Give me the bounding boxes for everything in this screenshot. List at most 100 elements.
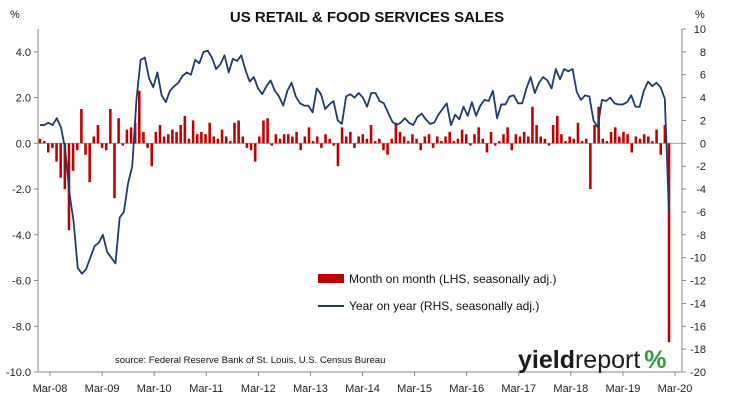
- x-tick-label: Mar-18: [553, 383, 588, 395]
- source-note: source: Federal Reserve Bank of St. Loui…: [115, 355, 385, 366]
- mom-bar: [278, 138, 282, 144]
- mom-bar: [373, 141, 377, 144]
- right-tick-label: -16: [690, 321, 706, 333]
- mom-bar: [485, 143, 489, 153]
- x-tick-label: Mar-17: [501, 383, 536, 395]
- mom-bar: [622, 131, 625, 144]
- mom-bar: [638, 138, 642, 144]
- mom-bar: [353, 143, 356, 148]
- mom-bar: [473, 134, 476, 144]
- mom-bar: [175, 131, 178, 144]
- mom-bar: [299, 143, 302, 151]
- x-tick-label: Mar-10: [137, 383, 172, 395]
- mom-bar: [365, 138, 369, 144]
- mom-bar: [208, 122, 211, 144]
- mom-bar: [642, 134, 646, 144]
- mom-bar: [647, 136, 650, 144]
- mom-bar: [464, 134, 468, 144]
- mom-bar: [270, 143, 274, 146]
- mom-bar: [407, 141, 410, 144]
- mom-bar: [46, 143, 50, 153]
- mom-bar: [88, 143, 91, 183]
- mom-bar: [551, 125, 555, 144]
- mom-bar: [510, 143, 514, 151]
- mom-bar: [282, 134, 286, 144]
- mom-bar: [295, 131, 298, 144]
- mom-bar: [229, 141, 232, 144]
- left-tick-label: -8.0: [12, 321, 31, 333]
- x-tick-label: Mar-13: [293, 383, 328, 395]
- mom-bar: [402, 136, 406, 144]
- right-tick-label: 6: [700, 70, 706, 82]
- mom-bar: [493, 143, 497, 146]
- mom-bar: [216, 138, 220, 144]
- mom-bar: [104, 143, 108, 151]
- mom-bar: [535, 125, 538, 144]
- mom-bar: [100, 143, 104, 148]
- right-tick-label: -6: [696, 207, 706, 219]
- x-tick-label: Mar-19: [605, 383, 640, 395]
- mom-bar: [59, 143, 62, 178]
- mom-bar: [332, 143, 336, 146]
- x-tick-label: Mar-09: [85, 383, 120, 395]
- mom-bar: [237, 120, 240, 144]
- mom-bar: [121, 143, 125, 146]
- mom-bar: [340, 127, 344, 144]
- axes-group: [37, 29, 683, 373]
- mom-bar: [547, 143, 551, 146]
- right-tick-label: -12: [690, 276, 706, 288]
- mom-bar: [84, 143, 87, 155]
- mom-bar: [564, 141, 567, 144]
- mom-bar: [543, 138, 547, 144]
- mom-bar: [171, 129, 174, 144]
- mom-bar: [179, 125, 182, 144]
- mom-bar: [398, 131, 402, 144]
- mom-bar: [274, 134, 278, 144]
- mom-bar: [605, 141, 609, 144]
- mom-bar: [572, 138, 576, 144]
- mom-bar: [262, 120, 265, 144]
- mom-bar: [357, 136, 360, 144]
- mom-bar: [663, 125, 667, 144]
- mom-bar: [626, 134, 629, 144]
- x-tick-label: Mar-08: [33, 383, 68, 395]
- left-tick-label: 4.0: [16, 47, 31, 59]
- mom-bar: [560, 134, 563, 144]
- mom-bar: [142, 131, 145, 144]
- mom-bar: [618, 136, 621, 144]
- right-tick-label: -2: [696, 161, 706, 173]
- mom-bar: [96, 125, 100, 144]
- mom-bar: [75, 143, 79, 151]
- mom-bar: [187, 138, 191, 144]
- left-tick-label: -10.0: [6, 367, 31, 379]
- legend-line-label: Year on year (RHS, seasonally adj.): [349, 299, 539, 313]
- mom-bar: [568, 136, 571, 144]
- x-tick-label: Mar-12: [241, 383, 276, 395]
- mom-bar: [38, 138, 42, 144]
- right-tick-label: -20: [690, 367, 706, 379]
- mom-bar: [320, 143, 323, 148]
- mom-bar: [113, 143, 116, 199]
- mom-bar: [502, 134, 505, 144]
- mom-bar: [667, 143, 671, 343]
- right-tick-label: -18: [690, 344, 706, 356]
- left-tick-label: 2.0: [16, 93, 31, 105]
- right-tick-label: -10: [690, 253, 706, 265]
- left-tick-label: -6.0: [12, 276, 31, 288]
- x-tick-label: Mar-20: [658, 383, 693, 395]
- right-tick-label: 4: [700, 93, 706, 105]
- mom-bar: [324, 134, 327, 144]
- mom-bar: [452, 141, 456, 144]
- mom-bar: [233, 122, 236, 144]
- legend-bar-label: Month on month (LHS, seasonally adj.): [349, 272, 556, 286]
- svg-text:yieldreport%: yieldreport%: [518, 346, 667, 374]
- mom-bar: [146, 143, 149, 148]
- left-tick-label: 0.0: [16, 138, 31, 150]
- mom-bar: [55, 143, 58, 162]
- mom-bar: [311, 141, 315, 144]
- logo-part-yield: yield: [518, 346, 575, 374]
- mom-bar: [415, 138, 418, 144]
- mom-bar: [539, 136, 542, 144]
- mom-bar: [307, 127, 311, 144]
- x-tick-label: Mar-11: [189, 383, 223, 395]
